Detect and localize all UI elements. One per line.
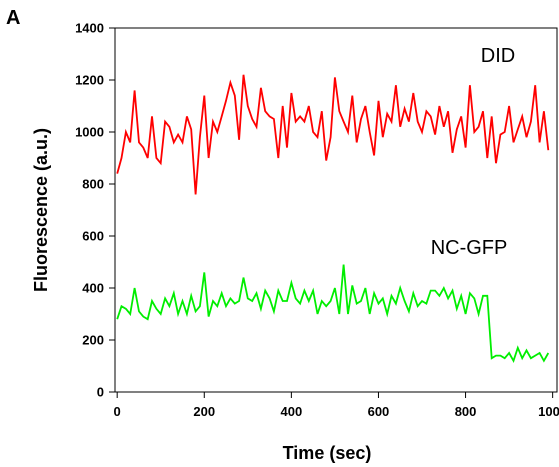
series-line-nc-gfp: [116, 264, 550, 364]
y-tick-label: 1200: [75, 73, 104, 88]
x-tick-label: 800: [455, 404, 477, 419]
y-tick-label: 400: [82, 281, 104, 296]
y-tick-label: 200: [82, 333, 104, 348]
y-tick-label: 600: [82, 229, 104, 244]
x-tick-label: 600: [368, 404, 390, 419]
y-axis-title: Fluorescence (a.u.): [31, 128, 51, 292]
series-layer: [116, 74, 550, 364]
y-tick-label: 0: [97, 385, 104, 400]
x-tick-label: 0: [114, 404, 121, 419]
y-tick-label: 1000: [75, 125, 104, 140]
series-line-did: [116, 74, 550, 195]
x-axis-ticks: 0 200 400 600 800 1000: [114, 392, 559, 419]
series-labels: DID NC-GFP: [431, 45, 516, 259]
plot-frame: [114, 27, 558, 393]
y-axis-ticks: 0 200 400 600 800 1000 1200 1400: [75, 21, 115, 400]
x-axis-title: Time (sec): [283, 443, 372, 463]
series-label-nc-gfp: NC-GFP: [431, 237, 508, 259]
panel-label: A: [6, 7, 20, 29]
y-tick-label: 800: [82, 177, 104, 192]
x-tick-label: 200: [193, 404, 215, 419]
series-label-did: DID: [481, 45, 515, 67]
x-tick-label: 1000: [538, 404, 559, 419]
y-tick-label: 1400: [75, 21, 104, 36]
x-tick-label: 400: [281, 404, 303, 419]
